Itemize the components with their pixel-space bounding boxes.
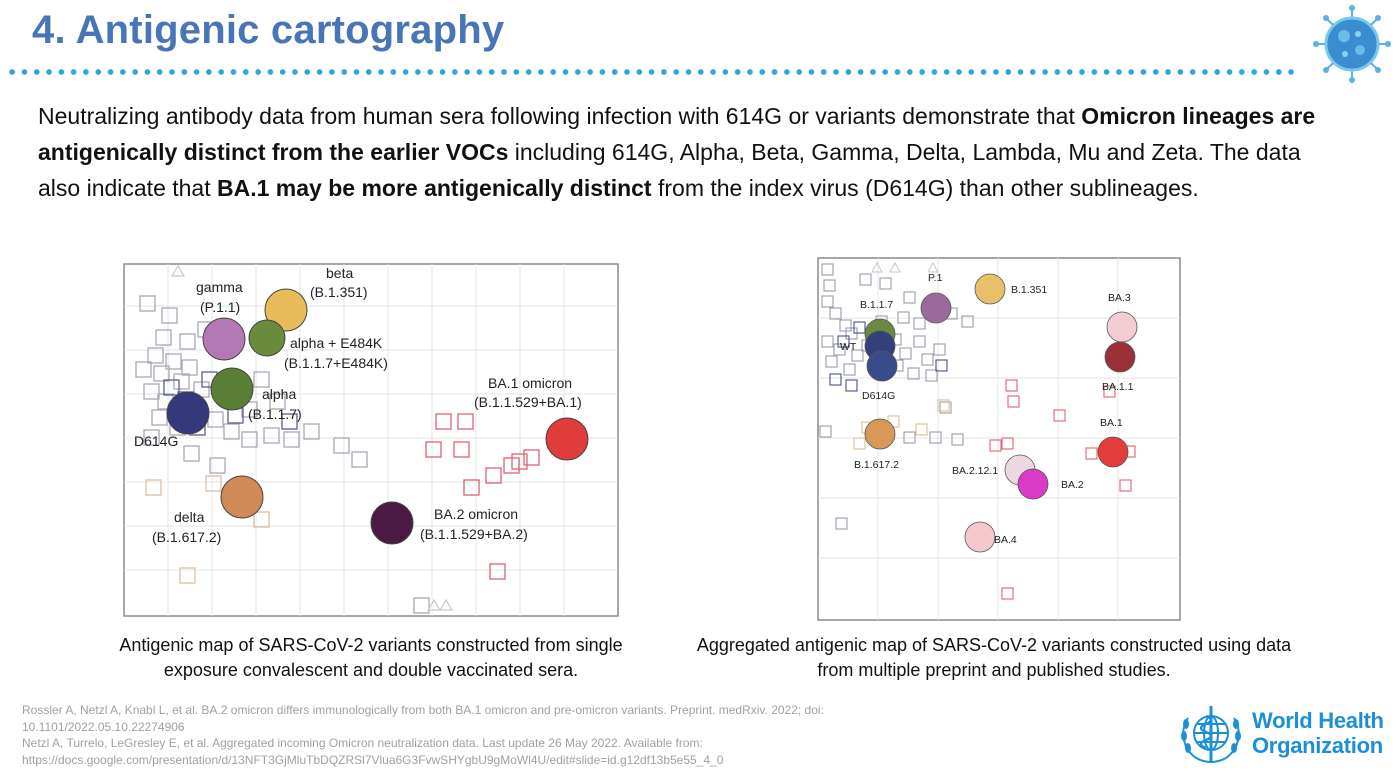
antigen-gamma	[202, 317, 246, 361]
label-ba3: BA.3	[1108, 292, 1131, 304]
label-gamma-lineage: (P.1.1)	[200, 299, 240, 315]
label-d614g: D614G	[134, 433, 178, 449]
who-emblem-icon	[1181, 706, 1241, 763]
antigen-ba2	[1017, 468, 1049, 500]
antigen-labels-left: beta (B.1.351) gamma (P.1.1) alpha + E48…	[134, 265, 582, 545]
label-delta: delta	[174, 509, 205, 525]
slide-title: 4. Antigenic cartography	[32, 8, 505, 52]
intro-text-2: including 614G, Alpha, Beta, Gamma, Delt…	[38, 139, 1301, 201]
label-ba4: BA.4	[994, 534, 1017, 546]
reference-1-line-2: 10.1101/2022.05.10.22274906	[22, 719, 185, 734]
antigen-ba3	[1106, 311, 1138, 343]
intro-bold-1: Omicron lineages are antigenically disti…	[38, 103, 1316, 165]
antigenic-map-left: beta (B.1.351) gamma (P.1.1) alpha + E48…	[123, 263, 619, 617]
label-alpha: alpha	[262, 386, 296, 402]
label-beta-lineage: (B.1.351)	[310, 284, 368, 300]
label-ba2121: BA.2.12.1	[952, 465, 998, 477]
virus-icon	[1313, 5, 1391, 83]
who-logo: World Health Organization	[1176, 700, 1396, 770]
who-wordmark: World Health Organization	[1252, 708, 1384, 758]
label-b117: B.1.1.7	[860, 299, 893, 311]
antigen-b16172	[864, 418, 896, 450]
label-alpha-lineage: (B.1.1.7)	[248, 406, 302, 422]
label-b16172: B.1.617.2	[854, 459, 899, 471]
antigen-p1	[920, 292, 952, 324]
label-ba2-lineage: (B.1.1.529+BA.2)	[420, 526, 528, 542]
caption-left: Antigenic map of SARS-CoV-2 variants con…	[119, 635, 623, 680]
label-delta-lineage: (B.1.617.2)	[152, 529, 221, 545]
intro-text-3: from the index virus (D614G) than other …	[651, 175, 1199, 201]
label-alpha-e484k: alpha + E484K	[290, 335, 383, 351]
reference-2-line-1: Netzl A, Turrelo, LeGresley E, et al. Ag…	[22, 736, 703, 750]
label-d614g: D614G	[862, 390, 895, 402]
label-wt: WT	[840, 341, 857, 353]
antigen-ba1	[1097, 436, 1129, 468]
antigenic-map-right: P.1 B.1.351 B.1.1.7 WT D614G B.1.617.2 B…	[817, 257, 1181, 621]
dotted-divider	[6, 68, 1296, 76]
who-wordmark-line-1: World Health	[1252, 708, 1384, 733]
label-ba11: BA.1.1	[1102, 381, 1134, 393]
antigen-circles-right	[864, 273, 1138, 553]
sera-squares-right	[819, 263, 1136, 600]
antigen-d614g	[166, 391, 210, 435]
label-b1351: B.1.351	[1011, 284, 1047, 296]
antigen-circles-left	[166, 288, 589, 545]
label-ba2: BA.2	[1061, 479, 1084, 491]
antigen-beta	[264, 288, 308, 332]
label-beta: beta	[326, 265, 353, 281]
reference-2-line-2[interactable]: https://docs.google.com/presentation/d/1…	[22, 752, 724, 767]
antigen-ba2	[370, 501, 414, 545]
label-gamma: gamma	[196, 279, 243, 295]
label-ba1: BA.1 omicron	[488, 375, 572, 391]
antigen-labels-right: P.1 B.1.351 B.1.1.7 WT D614G B.1.617.2 B…	[840, 272, 1134, 546]
reference-1-line-1: Rossler A, Netzl A, Knabl L, et al. BA.2…	[22, 703, 824, 717]
antigen-delta	[220, 475, 264, 519]
references: Rossler A, Netzl A, Knabl L, et al. BA.2…	[22, 702, 1142, 768]
label-p1: P.1	[928, 272, 943, 284]
intro-text-1: Neutralizing antibody data from human se…	[38, 103, 1082, 129]
intro-bold-2: BA.1 may be more antigenically distinct	[217, 175, 652, 201]
label-ba2: BA.2 omicron	[434, 506, 518, 522]
label-ba1: BA.1	[1100, 417, 1123, 429]
who-wordmark-line-2: Organization	[1252, 733, 1383, 758]
caption-right: Aggregated antigenic map of SARS-CoV-2 v…	[696, 635, 1292, 680]
antigen-alpha-e484k	[248, 319, 286, 357]
label-ba1-lineage: (B.1.1.529+BA.1)	[474, 394, 582, 410]
intro-paragraph: Neutralizing antibody data from human se…	[38, 98, 1338, 206]
antigen-b1351	[974, 273, 1006, 305]
label-alpha-e484k-lineage: (B.1.1.7+E484K)	[284, 355, 388, 371]
antigen-d614g	[866, 350, 898, 382]
antigen-ba1	[545, 417, 589, 461]
antigen-ba4	[964, 521, 996, 553]
antigen-alpha	[210, 367, 254, 411]
antigen-ba11	[1104, 341, 1136, 373]
